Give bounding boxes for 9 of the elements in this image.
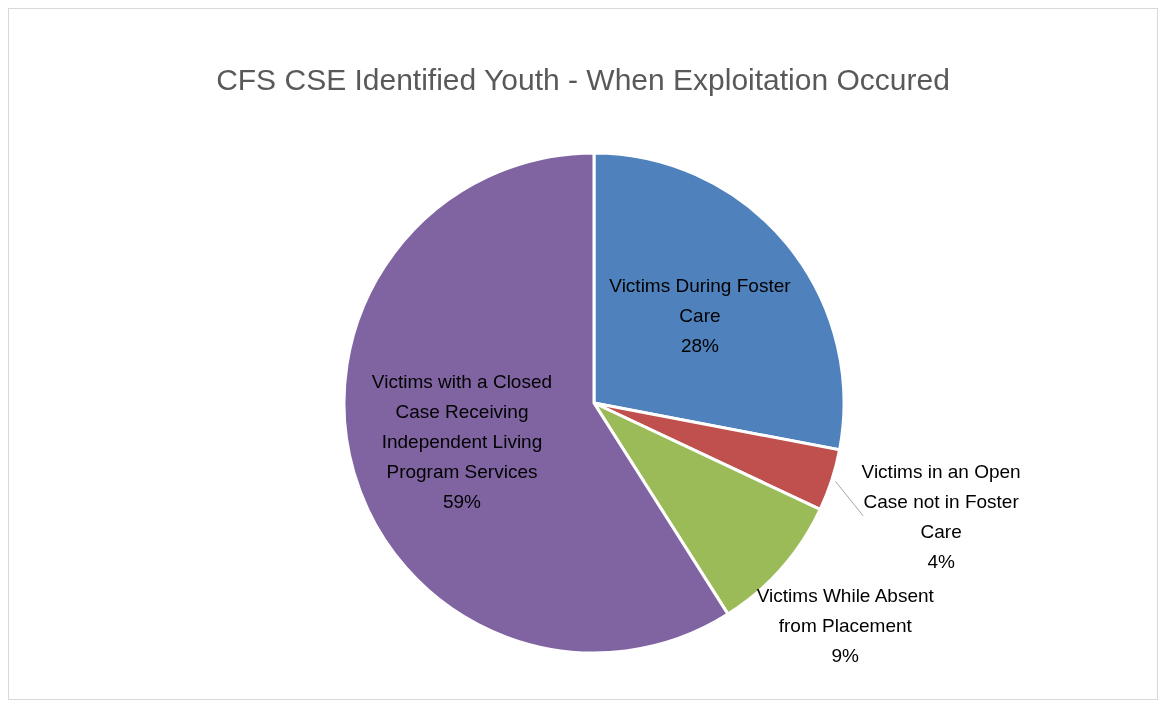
slice-label: Victims While Absent from Placement (756, 584, 935, 636)
slice-label: Victims in an Open Case not in Foster Care (861, 460, 1021, 542)
chart-title: CFS CSE Identified Youth - When Exploitation Occured (215, 63, 951, 97)
data-label: 4% (927, 550, 955, 572)
slice-label: Victims During Foster Care (609, 274, 792, 326)
data-label: 28% (680, 334, 720, 356)
data-label: 9% (831, 644, 860, 666)
data-label: 59% (442, 490, 482, 512)
slice-label: Victims with a Closed Case Receiving Independent Living Program Services (371, 370, 553, 482)
